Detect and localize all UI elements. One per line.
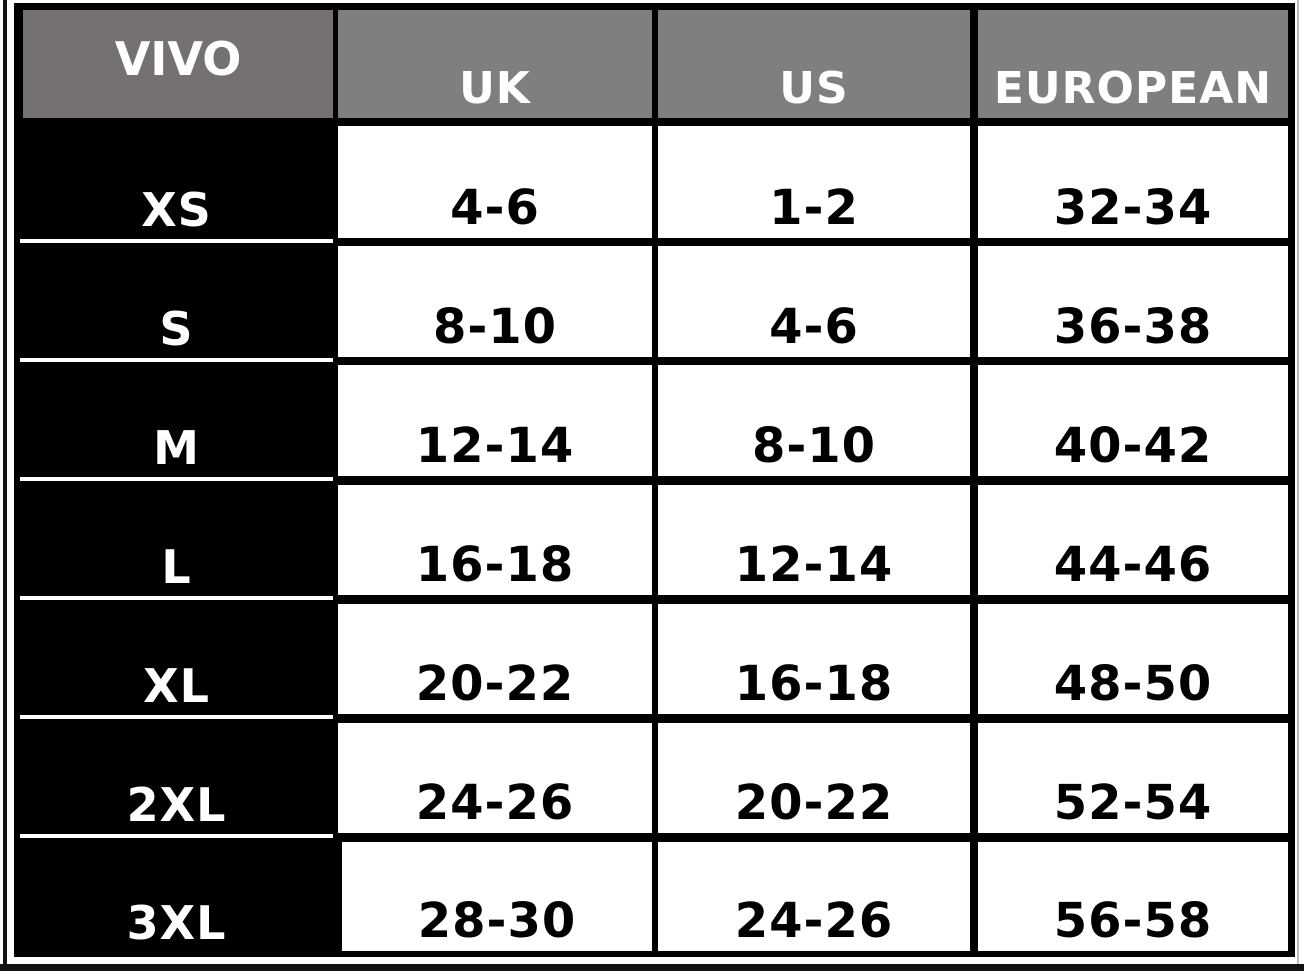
header-european: EUROPEAN	[978, 10, 1288, 118]
size-uk-value: 20-22	[338, 604, 652, 714]
size-label: 2XL	[20, 720, 333, 834]
size-uk-value: 8-10	[338, 246, 652, 357]
size-label: 3XL	[20, 839, 333, 952]
size-uk-value: 28-30	[342, 842, 652, 951]
size-us-value: 4-6	[658, 246, 970, 357]
size-label: L	[20, 482, 333, 596]
size-eu-value: 52-54	[978, 723, 1288, 833]
size-eu-value: 44-46	[978, 485, 1288, 595]
row-separator	[20, 596, 333, 600]
size-chart-table: VIVO UK US EUROPEAN XS 4-6 1-2 32-34 S 8-10 4-6 36-…	[14, 3, 1295, 957]
header-uk: UK	[338, 10, 652, 118]
size-us-value: 24-26	[658, 842, 970, 951]
size-eu-value: 56-58	[978, 842, 1288, 951]
size-us-value: 20-22	[658, 723, 970, 833]
sheet-border-bottom	[0, 964, 1304, 971]
size-us-value: 12-14	[658, 485, 970, 595]
size-uk-value: 16-18	[338, 485, 652, 595]
row-separator	[20, 477, 333, 481]
size-label: M	[20, 362, 333, 477]
sheet-border-left	[3, 0, 7, 971]
size-eu-value: 48-50	[978, 604, 1288, 714]
size-us-value: 8-10	[658, 365, 970, 476]
size-us-value: 16-18	[658, 604, 970, 714]
size-eu-value: 32-34	[978, 126, 1288, 238]
size-us-value: 1-2	[658, 126, 970, 238]
sheet-gridline-right	[1297, 0, 1299, 971]
size-uk-value: 12-14	[338, 365, 652, 476]
size-eu-value: 40-42	[978, 365, 1288, 476]
row-separator	[20, 834, 333, 838]
size-uk-value: 4-6	[338, 126, 652, 238]
header-vivo: VIVO	[23, 10, 333, 118]
size-label: XL	[20, 601, 333, 715]
size-label: S	[20, 243, 333, 358]
size-label: XS	[20, 118, 333, 239]
row-separator	[20, 715, 333, 719]
size-eu-value: 36-38	[978, 246, 1288, 357]
header-us: US	[658, 10, 970, 118]
row-separator	[20, 358, 333, 362]
size-uk-value: 24-26	[338, 723, 652, 833]
row-separator	[20, 239, 333, 243]
